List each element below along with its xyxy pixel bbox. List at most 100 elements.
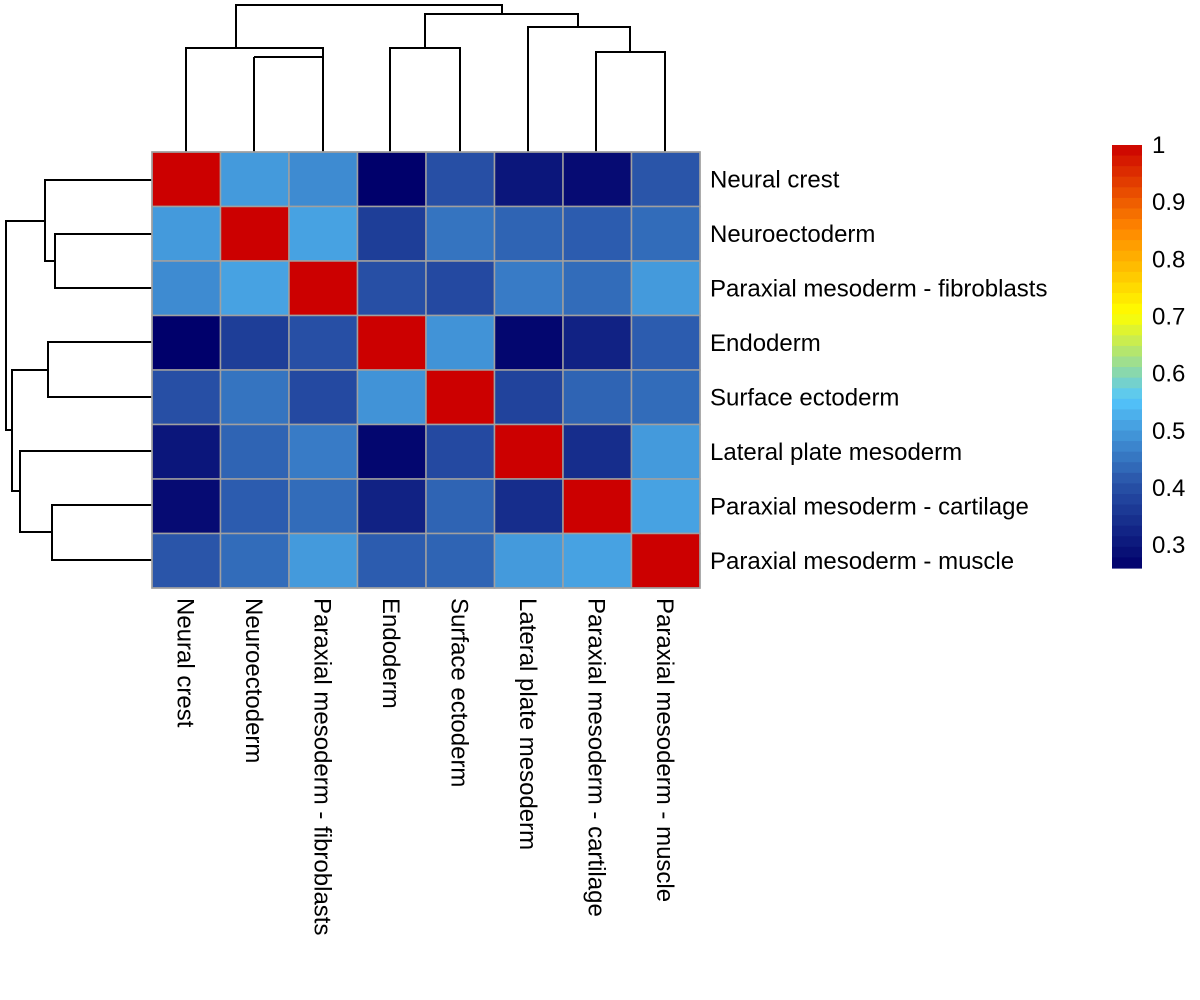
heatmap-cell — [562, 314, 633, 371]
legend-swatch — [1112, 515, 1142, 527]
legend-swatch — [1112, 472, 1142, 484]
heatmap-cell — [493, 478, 564, 535]
dendrogram-branch — [47, 341, 152, 398]
legend-swatch — [1112, 536, 1142, 548]
heatmap-cell — [562, 478, 633, 535]
heatmap-cell — [493, 369, 564, 426]
dendrogram-branch — [11, 369, 48, 492]
heatmap-cell — [151, 369, 222, 426]
heatmap-cell — [219, 478, 290, 535]
heatmap-cell — [219, 314, 290, 371]
heatmap-cell — [219, 260, 290, 317]
heatmap-cell — [151, 532, 222, 589]
heatmap-cell — [425, 369, 496, 426]
legend-swatch — [1112, 462, 1142, 474]
column-label: Paraxial mesoderm - fibroblasts — [308, 598, 335, 935]
legend-swatch — [1112, 345, 1142, 358]
heatmap-cell — [630, 369, 701, 426]
heatmap-cell — [288, 151, 359, 208]
heatmap-cell — [493, 205, 564, 262]
legend-swatch — [1112, 250, 1142, 262]
dendrogram-branch — [54, 233, 152, 289]
dendrogram-branch — [185, 47, 324, 152]
row-label: Paraxial mesoderm - fibroblasts — [710, 275, 1047, 302]
heatmap-cell — [356, 260, 427, 317]
heatmap-cell — [425, 478, 496, 535]
legend-tick-label: 0.9 — [1152, 189, 1185, 216]
dendrogram-branch — [51, 504, 152, 561]
column-label: Endoderm — [377, 598, 404, 709]
heatmap-cell — [151, 260, 222, 317]
heatmap-cell — [288, 369, 359, 426]
dendrogram-branch — [44, 179, 152, 262]
legend-swatch — [1112, 430, 1142, 442]
row-label: Lateral plate mesoderm — [710, 439, 962, 466]
column-labels: Neural crest Neuroectoderm Paraxial mesode… — [171, 598, 678, 935]
legend-swatch — [1112, 208, 1142, 220]
legend-swatch — [1112, 187, 1142, 199]
legend-swatch — [1112, 271, 1142, 284]
column-label: Lateral plate mesoderm — [514, 598, 541, 850]
legend-swatch — [1112, 388, 1142, 400]
heatmap-cell — [630, 151, 701, 208]
heatmap-cell — [562, 151, 633, 208]
dendrogram-branch — [424, 13, 579, 48]
column-dendrogram — [185, 4, 666, 152]
heatmap-cell — [630, 423, 701, 480]
heatmap-cell — [288, 478, 359, 535]
row-label: Endoderm — [710, 330, 821, 357]
heatmap-cell — [151, 151, 222, 208]
legend-tick-label: 0.5 — [1152, 418, 1185, 445]
heatmap-cell — [356, 369, 427, 426]
column-label: Paraxial mesoderm - muscle — [651, 598, 678, 902]
heatmap-cell — [562, 369, 633, 426]
dendrogram-branch — [19, 450, 152, 533]
heatmap-cell — [151, 423, 222, 480]
row-dendrogram — [5, 179, 152, 561]
legend-swatch — [1112, 483, 1142, 495]
legend-tick-label: 0.3 — [1152, 532, 1185, 559]
legend-swatch — [1112, 525, 1142, 537]
heatmap-cell — [425, 205, 496, 262]
heatmap-cell — [151, 478, 222, 535]
legend-tick-label: 1 — [1152, 132, 1165, 159]
heatmap-border — [151, 151, 701, 589]
heatmap-cell — [288, 260, 359, 317]
legend-swatch — [1112, 176, 1142, 188]
legend-swatch — [1112, 240, 1142, 252]
heatmap-cell — [219, 369, 290, 426]
heatmap-cell — [630, 478, 701, 535]
legend-swatch — [1112, 166, 1142, 178]
heatmap-cell — [493, 423, 564, 480]
heatmap-cell — [630, 532, 701, 589]
legend-swatch — [1112, 335, 1142, 347]
heatmap-cell — [356, 478, 427, 535]
heatmap-cell — [356, 532, 427, 589]
heatmap-cell — [493, 532, 564, 589]
legend-swatch — [1112, 324, 1142, 336]
legend-swatch — [1112, 504, 1142, 516]
heatmap-cell — [151, 314, 222, 371]
heatmap-cell — [493, 151, 564, 208]
column-label: Neural crest — [171, 598, 198, 728]
row-label: Surface ectoderm — [710, 384, 899, 411]
heatmap-cell — [356, 205, 427, 262]
legend-swatch — [1112, 155, 1142, 167]
column-label: Paraxial mesoderm - cartilage — [582, 598, 609, 917]
legend-swatch — [1112, 546, 1142, 559]
legend-tick-label: 0.4 — [1152, 475, 1185, 502]
legend-swatch — [1112, 356, 1142, 368]
heatmap-cell — [219, 532, 290, 589]
heatmap-cell — [425, 260, 496, 317]
legend-swatch — [1112, 419, 1142, 432]
dendrogram-branch — [389, 47, 461, 152]
legend-swatch — [1112, 219, 1142, 231]
heatmap-cell — [630, 314, 701, 371]
legend-swatch — [1112, 377, 1142, 389]
heatmap-cells — [151, 151, 701, 589]
color-legend: 0.3 0.4 0.5 0.6 0.7 0.8 0.9 1 — [1112, 132, 1185, 569]
row-label: Paraxial mesoderm - cartilage — [710, 493, 1029, 520]
heatmap-cell — [562, 423, 633, 480]
heatmap-cell — [562, 260, 633, 317]
legend-swatch — [1112, 197, 1142, 210]
